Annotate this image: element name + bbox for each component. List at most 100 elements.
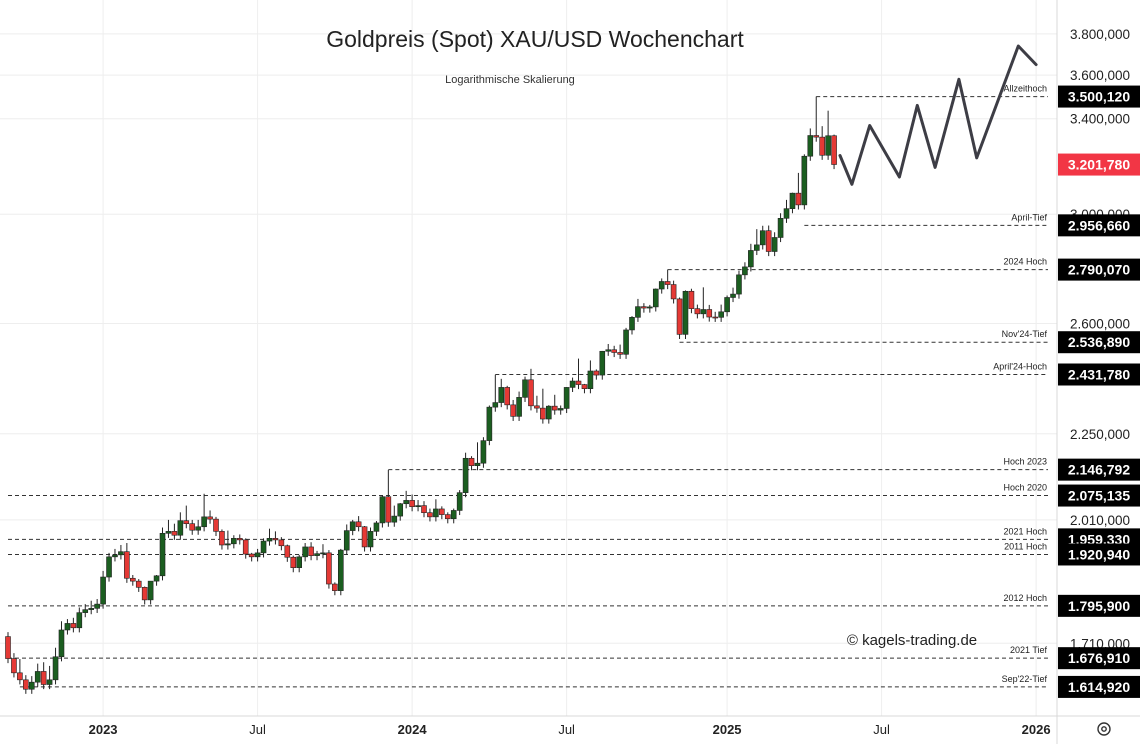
candle-body xyxy=(688,290,695,309)
time-tick-label: 2023 xyxy=(89,722,118,737)
time-tick-label: Jul xyxy=(873,722,890,737)
candle-body xyxy=(492,402,499,408)
candle-body xyxy=(28,681,35,690)
candle-body xyxy=(468,457,475,466)
candle-body xyxy=(563,387,570,409)
candle-body xyxy=(581,384,588,389)
candle-body xyxy=(403,500,409,505)
chart-subtitle: Logarithmische Skalierung xyxy=(445,74,575,86)
candle-body xyxy=(5,636,11,659)
candle-body xyxy=(623,329,629,355)
candle-body xyxy=(545,405,552,420)
candle-body xyxy=(266,538,273,542)
time-tick-label: 2026 xyxy=(1022,722,1051,737)
last-price-label: 3.201,780 xyxy=(1068,157,1130,173)
price-badge xyxy=(1058,458,1140,481)
candle-body xyxy=(450,510,457,520)
price-tick-label: 2.600,000 xyxy=(1070,316,1130,331)
candle-body xyxy=(106,556,112,578)
candle-body xyxy=(777,218,784,238)
price-badge-label: 1.795,900 xyxy=(1068,598,1130,614)
candle-body xyxy=(415,505,421,508)
candle-body xyxy=(52,656,59,681)
candle-body xyxy=(23,679,29,690)
price-tick-label: 2.250,000 xyxy=(1070,427,1130,442)
candle-body xyxy=(658,281,665,290)
candle-body xyxy=(706,309,713,318)
candle-body xyxy=(141,587,148,601)
price-axis: 3.800,0003.600,0003.400,0003.000,0002.60… xyxy=(1070,27,1130,651)
candle-body xyxy=(308,546,314,556)
candle-body xyxy=(124,551,130,579)
candle-body xyxy=(516,397,522,417)
candle-body xyxy=(17,672,23,681)
candle-body xyxy=(278,539,285,547)
candle-body xyxy=(599,350,606,376)
candle-body xyxy=(641,306,647,309)
candle-body xyxy=(391,515,398,523)
candle-body xyxy=(189,523,196,531)
candle-body xyxy=(587,370,594,389)
candle-body xyxy=(130,577,136,582)
candle-body xyxy=(444,514,451,520)
candle-body xyxy=(462,457,469,493)
candle-body xyxy=(534,405,540,409)
candlesticks xyxy=(5,96,837,694)
candle-body xyxy=(730,293,736,298)
candle-body xyxy=(575,380,582,385)
candle-body xyxy=(664,281,671,285)
candle-body xyxy=(76,612,83,629)
time-tick-label: Jul xyxy=(558,722,575,737)
candle-body xyxy=(135,580,142,588)
candle-body xyxy=(569,380,576,388)
price-badge-label: 2.146,792 xyxy=(1068,462,1130,478)
candle-body xyxy=(605,349,612,352)
candle-body xyxy=(82,609,89,613)
candle-body xyxy=(248,553,255,558)
price-badge xyxy=(1058,363,1140,386)
level-name-label: 2011 Hoch xyxy=(1004,541,1047,551)
level-name-label: 2024 Hoch xyxy=(1003,257,1047,267)
candle-body xyxy=(367,531,374,548)
candle-body xyxy=(94,603,100,609)
price-badge-label: 2.790,070 xyxy=(1068,262,1130,278)
candle-body xyxy=(522,379,528,398)
candle-body xyxy=(11,658,17,674)
candle-body xyxy=(112,554,118,558)
price-badge xyxy=(1058,258,1140,281)
price-badge-label: 1.676,910 xyxy=(1068,650,1130,666)
candle-body xyxy=(183,520,190,524)
candle-body xyxy=(272,538,279,541)
price-badge xyxy=(1058,675,1140,698)
candle-body xyxy=(40,671,47,685)
settings-gear-icon[interactable] xyxy=(1097,722,1111,736)
time-tick-label: 2024 xyxy=(398,722,428,737)
candle-body xyxy=(789,192,796,209)
level-name-label: Allzeithoch xyxy=(1003,84,1047,94)
time-tick-label: Jul xyxy=(249,722,266,737)
candle-body xyxy=(201,516,207,528)
candle-body xyxy=(670,284,677,300)
candle-body xyxy=(118,551,124,556)
candle-body xyxy=(379,496,386,524)
candle-body xyxy=(652,288,659,308)
candle-body xyxy=(320,552,326,555)
candle-body xyxy=(343,530,350,551)
candle-body xyxy=(64,623,71,631)
candle-body xyxy=(302,546,308,558)
candle-body xyxy=(225,543,231,546)
candle-body xyxy=(332,583,338,591)
level-name-label: 2021 Tief xyxy=(1010,645,1048,655)
candle-body xyxy=(100,576,106,605)
candle-body xyxy=(409,500,415,508)
price-tick-label: 3.400,000 xyxy=(1070,112,1130,127)
candle-body xyxy=(349,521,356,531)
candle-body xyxy=(682,290,689,335)
candle-body xyxy=(254,552,261,558)
candle-body xyxy=(385,496,392,523)
candle-body xyxy=(314,553,320,556)
price-badge-label: 1.959,330 xyxy=(1068,531,1130,547)
candle-body xyxy=(528,379,534,407)
candle-body xyxy=(712,316,719,319)
